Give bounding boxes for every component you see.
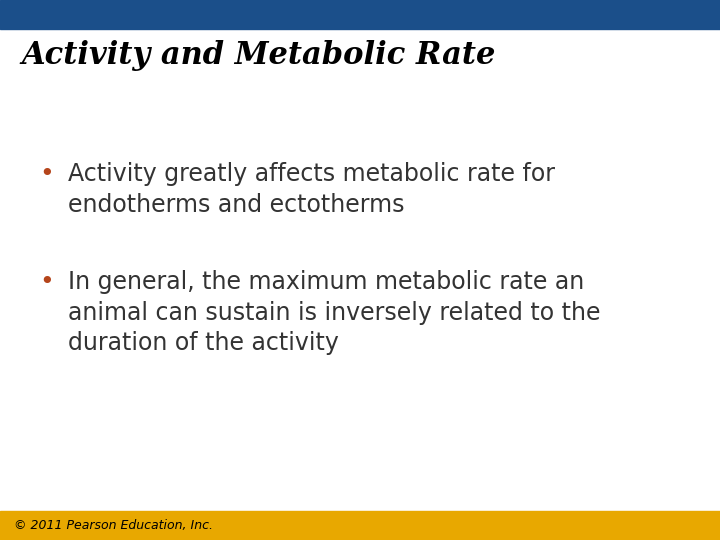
Text: •: • bbox=[40, 162, 54, 186]
Text: In general, the maximum metabolic rate an
animal can sustain is inversely relate: In general, the maximum metabolic rate a… bbox=[68, 270, 601, 355]
Text: Activity greatly affects metabolic rate for
endotherms and ectotherms: Activity greatly affects metabolic rate … bbox=[68, 162, 555, 217]
Text: •: • bbox=[40, 270, 54, 294]
Text: Activity and Metabolic Rate: Activity and Metabolic Rate bbox=[22, 40, 496, 71]
Bar bbox=[0, 511, 720, 540]
Text: © 2011 Pearson Education, Inc.: © 2011 Pearson Education, Inc. bbox=[14, 519, 213, 532]
Bar bbox=[0, 0, 720, 29]
